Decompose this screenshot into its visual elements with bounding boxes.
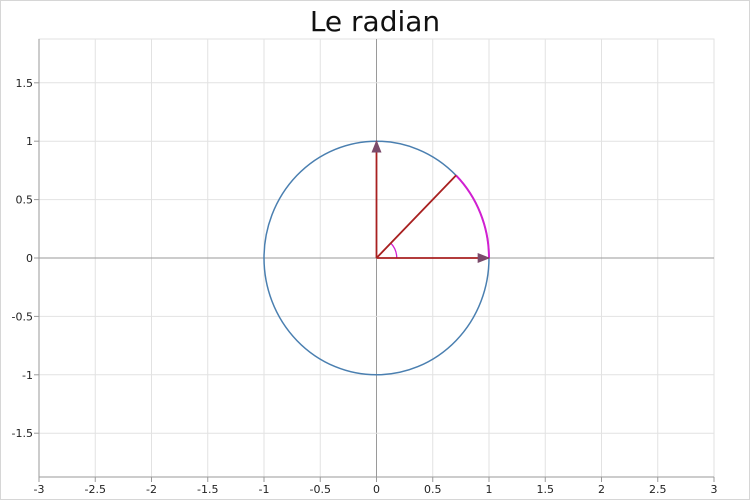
y-tick-label: 1 [26, 135, 33, 148]
chart-title: Le radian [309, 5, 441, 38]
x-tick-label: -3 [34, 483, 45, 496]
y-tick-label: -1.5 [12, 427, 33, 440]
x-tick-label: -1.5 [197, 483, 218, 496]
x-tick-label: 1.5 [537, 483, 555, 496]
x-tick-label: 0.5 [424, 483, 442, 496]
x-tick-label: 3 [711, 483, 718, 496]
y-tick-label: 0 [26, 252, 33, 265]
angle-marker-arc [390, 242, 398, 259]
x-tick-label: -1 [259, 483, 270, 496]
x-tick-label: -2.5 [85, 483, 106, 496]
x-tick-label: 0 [373, 483, 380, 496]
y-tick-label: 1.5 [16, 77, 34, 90]
x-tick-label: -2 [146, 483, 157, 496]
x-tick-label: 2 [598, 483, 605, 496]
y-tick-label: -0.5 [12, 310, 33, 323]
radian-arc [455, 174, 490, 259]
y-tick-label: 0.5 [16, 194, 34, 207]
y-tick-label: -1 [22, 369, 33, 382]
x-tick-label: 1 [486, 483, 493, 496]
x-tick-label: 2.5 [649, 483, 667, 496]
radius-segment [375, 174, 457, 259]
x-tick-label: -0.5 [310, 483, 331, 496]
